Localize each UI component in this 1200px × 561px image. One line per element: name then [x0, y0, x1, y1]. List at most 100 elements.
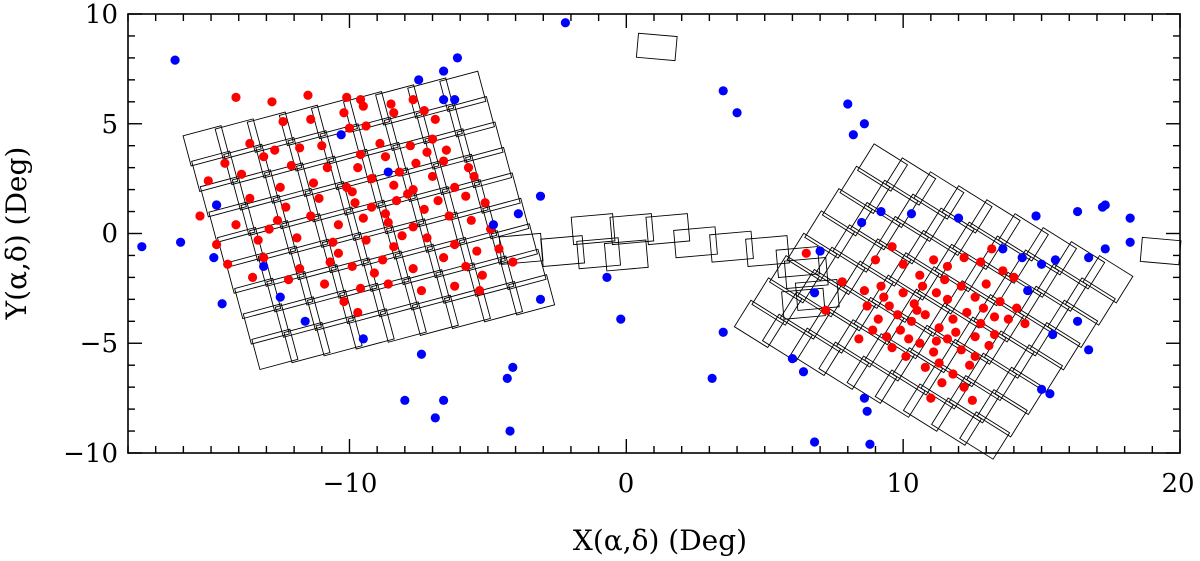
red-point: [367, 174, 377, 184]
survey-field: [797, 268, 849, 318]
blue-point: [1125, 237, 1135, 247]
blue-point: [843, 99, 853, 109]
blue-point: [1072, 316, 1083, 326]
blue-point: [170, 55, 180, 65]
survey-field: [775, 246, 821, 278]
red-point: [480, 198, 490, 208]
survey-field: [426, 236, 474, 279]
survey-field: [435, 262, 483, 304]
survey-field: [351, 116, 399, 158]
survey-field: [289, 238, 337, 281]
red-point: [408, 95, 418, 105]
red-point: [419, 204, 429, 214]
blue-point: [732, 108, 742, 118]
red-point: [987, 244, 997, 254]
red-point: [347, 187, 357, 197]
red-point: [411, 158, 421, 168]
survey-field: [482, 197, 530, 240]
blue-point: [1100, 200, 1110, 210]
survey-field: [825, 282, 877, 332]
red-point: [347, 261, 357, 272]
y-axis-label: Y(α,δ) (Deg): [0, 147, 33, 321]
red-point: [361, 235, 371, 245]
survey-field: [1011, 344, 1064, 393]
red-point: [948, 314, 958, 324]
survey-field: [298, 264, 346, 306]
blue-point: [602, 272, 612, 282]
survey-field: [540, 235, 586, 268]
red-point: [959, 253, 969, 263]
blue-point: [414, 75, 424, 85]
survey-field: [768, 254, 821, 304]
survey-field: [475, 280, 524, 323]
blue-point: [906, 209, 917, 219]
blue-point: [707, 373, 717, 383]
red-point: [942, 334, 953, 344]
red-point: [970, 351, 980, 362]
red-point: [881, 332, 892, 342]
red-point: [422, 233, 432, 243]
red-point: [965, 360, 975, 370]
blue-point: [502, 373, 512, 383]
survey-field: [467, 255, 515, 297]
survey-field: [208, 201, 256, 243]
red-point: [854, 334, 864, 344]
red-point: [386, 99, 396, 109]
red-point: [477, 270, 487, 280]
blue-point: [857, 217, 867, 228]
red-point: [951, 327, 961, 337]
red-point: [942, 261, 953, 272]
survey-field: [952, 221, 1004, 270]
survey-field: [234, 277, 282, 320]
red-point: [887, 242, 897, 252]
survey-field: [214, 118, 262, 160]
survey-field: [287, 130, 335, 172]
blue-point: [1072, 206, 1083, 217]
blue-point: [1050, 255, 1061, 265]
blue-point: [259, 261, 269, 272]
y-tick-label: −5: [80, 329, 118, 359]
red-point: [322, 163, 332, 173]
red-point: [389, 108, 399, 118]
red-point: [295, 264, 305, 274]
red-point: [439, 253, 449, 263]
survey-field: [392, 135, 440, 177]
survey-field: [814, 246, 866, 296]
survey-field: [1018, 285, 1071, 335]
survey-field: [709, 230, 754, 263]
red-point: [1003, 314, 1013, 324]
red-point: [220, 158, 230, 168]
blue-point: [953, 213, 964, 223]
red-point: [917, 281, 928, 291]
red-point: [306, 114, 316, 124]
x-tick-label: 0: [618, 469, 635, 499]
red-point: [211, 239, 222, 250]
survey-field: [508, 274, 556, 316]
red-point: [328, 237, 338, 247]
survey-field: [864, 333, 916, 382]
blue-point: [535, 294, 546, 304]
red-point: [245, 193, 255, 203]
red-point: [989, 312, 1000, 322]
red-point: [439, 156, 449, 166]
survey-field: [899, 288, 951, 337]
x-tick-label: −10: [323, 469, 378, 499]
survey-field: [945, 280, 997, 329]
blue-point: [560, 18, 571, 28]
survey-field: [976, 388, 1028, 438]
y-tick-label: 5: [101, 110, 118, 140]
blue-point: [809, 437, 820, 447]
red-point: [308, 178, 319, 188]
red-point: [355, 149, 366, 160]
red-point: [976, 318, 986, 329]
blue-point: [1017, 253, 1027, 263]
red-point: [444, 211, 454, 221]
survey-field: [751, 277, 803, 326]
blue-point: [848, 130, 858, 140]
survey-field: [962, 257, 1014, 307]
red-point: [367, 202, 377, 212]
red-point: [887, 343, 897, 353]
red-point: [278, 116, 288, 127]
blue-point: [809, 288, 820, 298]
blue-point: [439, 95, 449, 105]
